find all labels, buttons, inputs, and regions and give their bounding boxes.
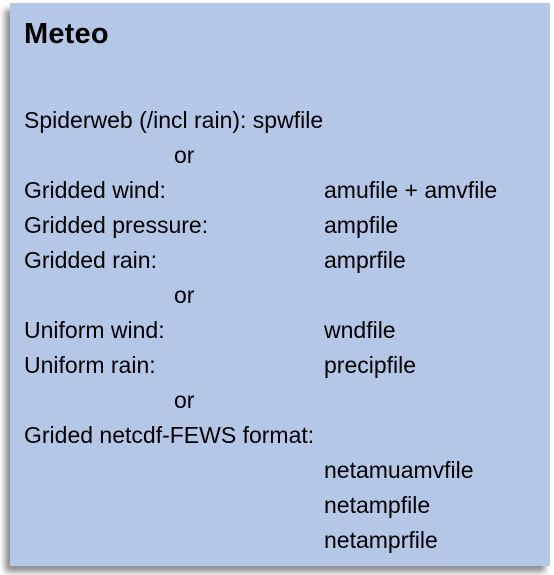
- gridded-pressure-value: ampfile: [324, 212, 399, 238]
- panel-title: Meteo: [24, 18, 109, 50]
- uniform-wind-label: Uniform wind:: [24, 317, 165, 343]
- netcdf-value-2: netampfile: [324, 492, 431, 518]
- gridded-rain-value: amprfile: [324, 247, 406, 273]
- gridded-wind-label: Gridded wind:: [24, 177, 166, 203]
- meteo-panel: Meteo Spiderweb (/incl rain): spwfile or…: [10, 3, 550, 566]
- uniform-rain-value: precipfile: [324, 352, 417, 378]
- spiderweb-line: Spiderweb (/incl rain): spwfile: [24, 107, 324, 133]
- gridded-wind-value: amufile + amvfile: [324, 177, 498, 203]
- uniform-rain-label: Uniform rain:: [24, 352, 156, 378]
- or-separator-1: or: [174, 142, 195, 168]
- or-separator-2: or: [174, 282, 195, 308]
- gridded-pressure-label: Gridded pressure:: [24, 212, 209, 238]
- netcdf-label: Grided netcdf-FEWS format:: [24, 422, 315, 448]
- gridded-rain-label: Gridded rain:: [24, 247, 157, 273]
- uniform-wind-value: wndfile: [324, 317, 396, 343]
- or-separator-3: or: [174, 387, 195, 413]
- netcdf-value-1: netamuamvfile: [324, 457, 474, 483]
- netcdf-value-3: netamprfile: [324, 527, 438, 553]
